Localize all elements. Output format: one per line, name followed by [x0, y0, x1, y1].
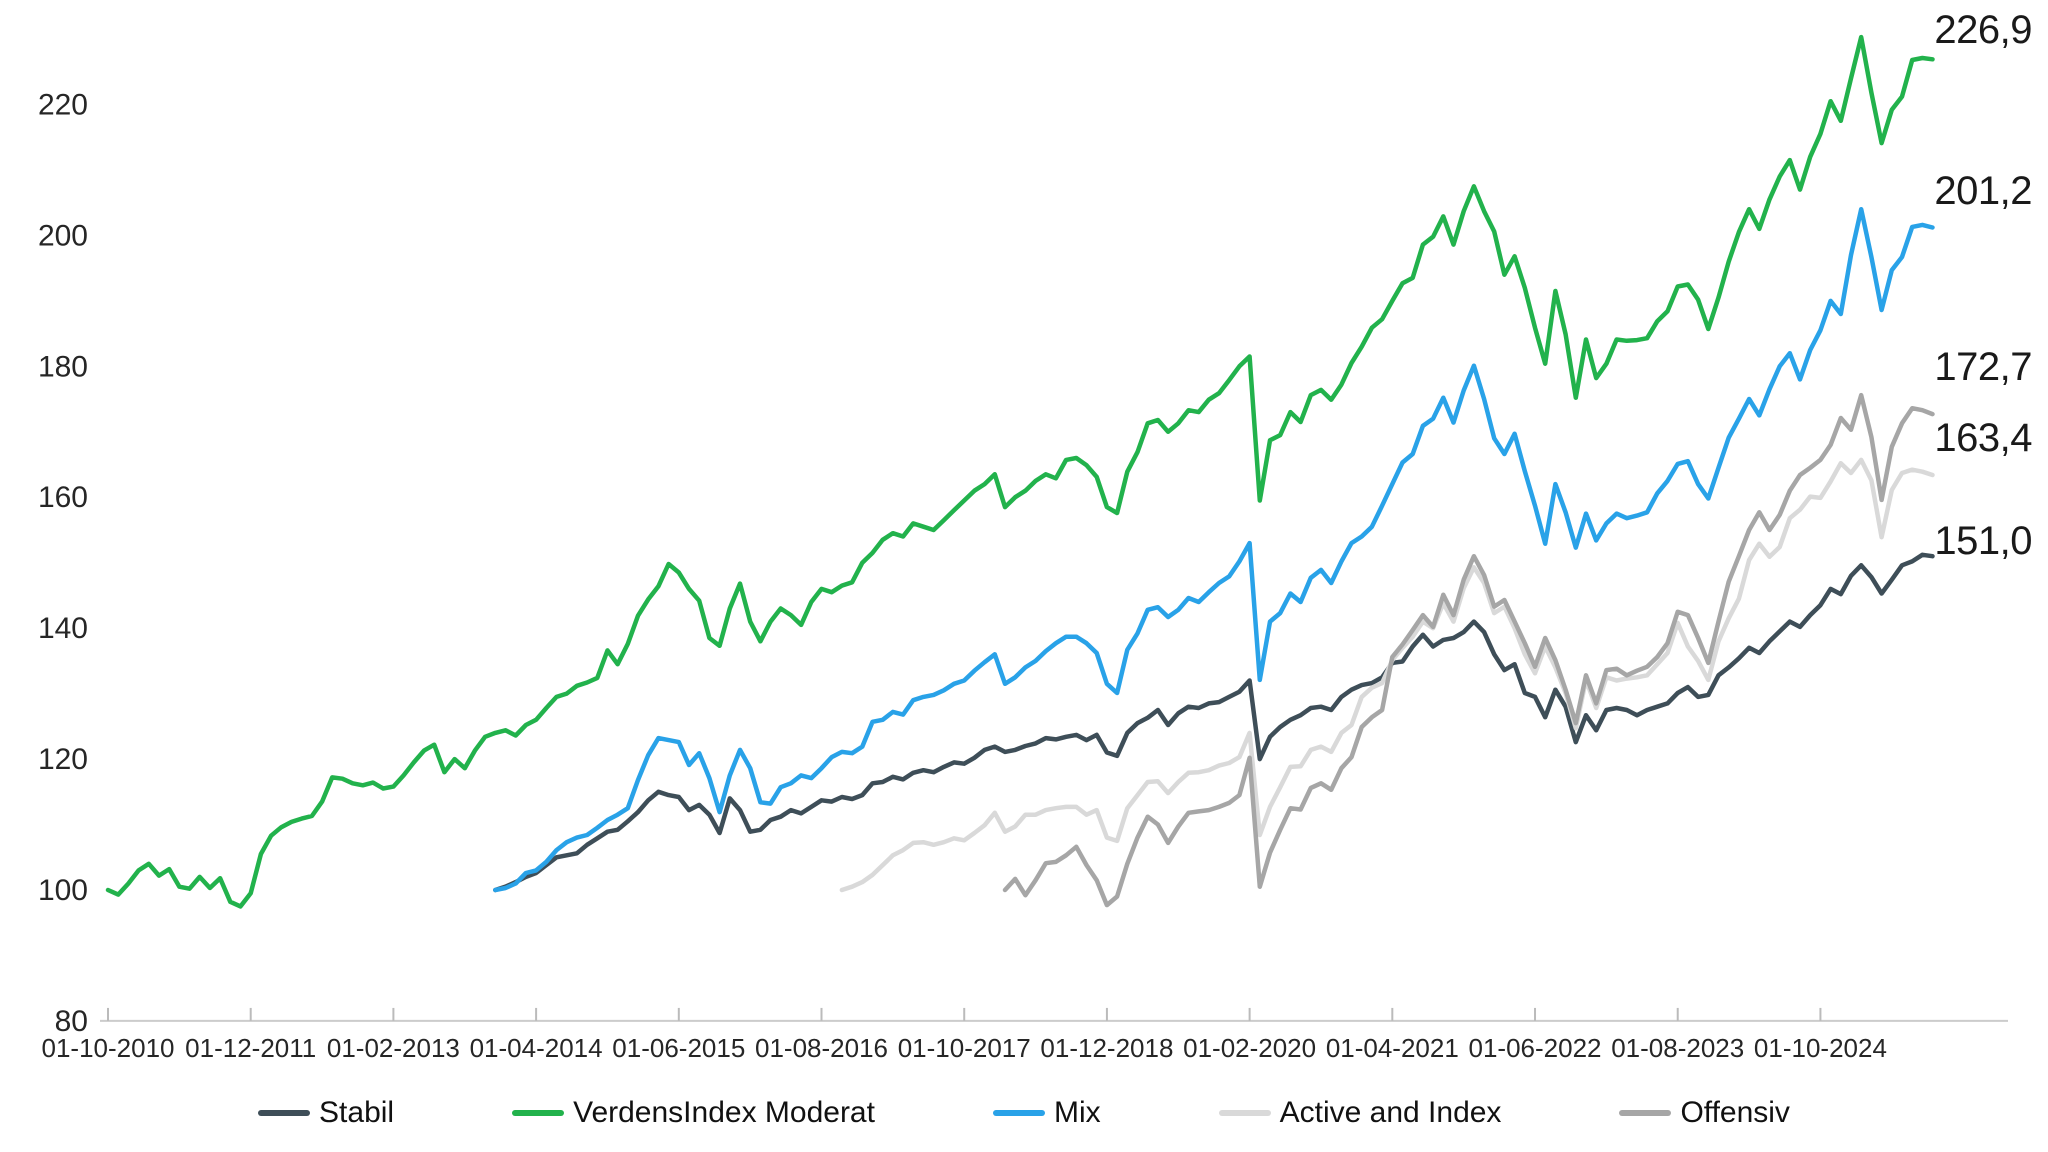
x-axis-tick-label: 01-12-2018	[1040, 1033, 1173, 1063]
y-axis-tick-label: 120	[38, 743, 88, 776]
legend-item-offensiv[interactable]: Offensiv	[1619, 1096, 1790, 1130]
legend-item-active-and-index[interactable]: Active and Index	[1218, 1096, 1502, 1130]
y-axis-tick-label: 200	[38, 219, 88, 252]
legend-label: Offensiv	[1680, 1096, 1790, 1129]
series-line-mix	[493, 206, 1935, 893]
series-end-value-label: 172,7	[1934, 345, 2032, 389]
legend-swatch-icon	[1619, 1110, 1672, 1116]
legend-swatch-icon	[1218, 1110, 1271, 1116]
legend-swatch-icon	[512, 1110, 565, 1116]
series-line-stabil	[493, 552, 1935, 893]
chart-legend: Stabil VerdensIndex Moderat Mix Active and …	[0, 1096, 2048, 1130]
legend-label: Mix	[1053, 1096, 1101, 1129]
legend-swatch-icon	[258, 1110, 311, 1116]
x-axis-tick-label: 01-10-2024	[1754, 1033, 1887, 1063]
y-axis-tick-label: 180	[38, 350, 88, 383]
x-axis-tick-label: 01-12-2011	[185, 1033, 316, 1063]
y-axis-tick-label: 80	[55, 1005, 88, 1038]
legend-label: Stabil	[319, 1096, 395, 1129]
x-axis-tick-label: 01-06-2022	[1469, 1033, 1602, 1063]
x-axis-tick-label: 01-10-2017	[898, 1033, 1031, 1063]
series-end-value-label: 151,0	[1934, 519, 2032, 563]
series-end-value-label: 201,2	[1934, 169, 2032, 213]
legend-swatch-icon	[992, 1110, 1045, 1116]
x-axis-tick-label: 01-04-2014	[470, 1033, 603, 1063]
series-line-offensiv	[1002, 392, 1935, 908]
legend-label: Active and Index	[1279, 1096, 1502, 1129]
series-end-value-label: 163,4	[1934, 416, 2032, 460]
x-axis-tick-label: 01-08-2023	[1611, 1033, 1744, 1063]
y-axis-tick-label: 160	[38, 481, 88, 514]
y-axis-tick-label: 220	[38, 88, 88, 121]
legend-item-mix[interactable]: Mix	[992, 1096, 1101, 1130]
x-axis-tick-label: 01-02-2013	[327, 1033, 460, 1063]
x-axis-tick-label: 01-10-2010	[42, 1033, 175, 1063]
legend-label: VerdensIndex Moderat	[573, 1096, 875, 1129]
x-axis-tick-label: 01-06-2015	[612, 1033, 745, 1063]
x-axis-tick-label: 01-08-2016	[755, 1033, 888, 1063]
y-axis-tick-label: 140	[38, 612, 88, 645]
y-axis-tick-label: 100	[38, 874, 88, 907]
x-axis-tick-label: 01-02-2020	[1183, 1033, 1316, 1063]
series-line-verdensindex-moderat	[105, 34, 1935, 909]
legend-item-verdensindex-moderat[interactable]: VerdensIndex Moderat	[512, 1096, 875, 1130]
legend-item-stabil[interactable]: Stabil	[258, 1096, 394, 1130]
x-axis-tick-label: 01-04-2021	[1326, 1033, 1459, 1063]
series-end-value-label: 226,9	[1934, 8, 2032, 52]
